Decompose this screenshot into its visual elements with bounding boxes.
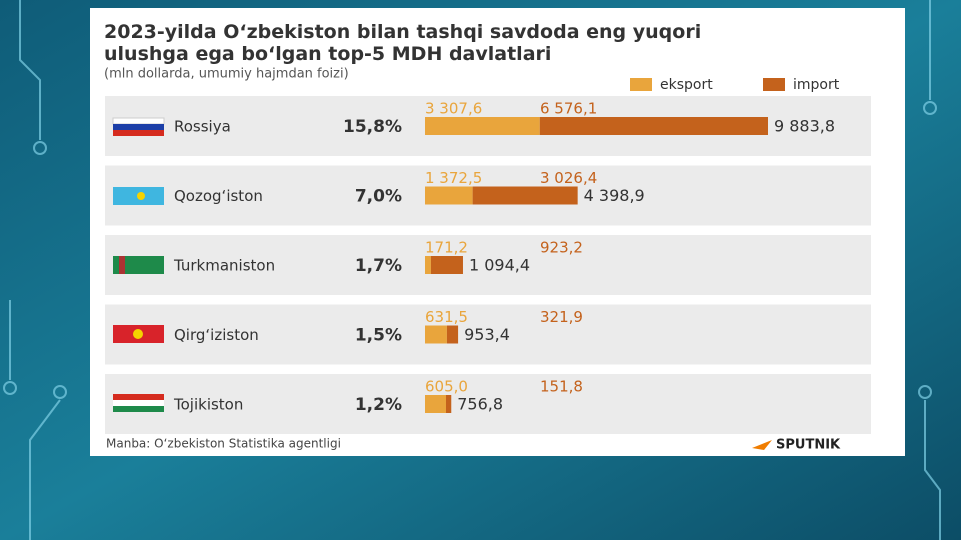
value-label: 3 026,4: [540, 169, 597, 187]
chart-subtitle: (mln dollarda, umumiy hajmdan foizi): [104, 67, 349, 82]
bar-segment: [425, 186, 473, 205]
category-label: Turkmaniston: [173, 257, 275, 275]
bar-segment: [425, 256, 431, 274]
total-label: 9 883,8: [774, 117, 835, 136]
source: Manba: O‘zbekiston Statistika agentligi: [106, 437, 341, 451]
total-label: 756,8: [457, 395, 503, 414]
category-label: Qozog‘iston: [174, 187, 263, 205]
value-label: 151,8: [540, 378, 583, 396]
category-label: Tojikiston: [173, 396, 243, 414]
chart-title: 2023-yilda O‘zbekiston bilan tashqi savd…: [104, 21, 701, 65]
value-label: 923,2: [540, 239, 583, 257]
bar-segment: [446, 325, 459, 344]
bar-segment: [430, 256, 463, 274]
bar-segment: [425, 325, 447, 344]
total-label: 4 398,9: [584, 186, 645, 205]
share-label: 15,8%: [343, 117, 402, 137]
row-panel: [105, 304, 871, 365]
share-label: 7,0%: [355, 187, 402, 207]
bar-segment: [445, 395, 452, 413]
row-panel: [105, 374, 871, 434]
bar-segment: [425, 117, 540, 135]
value-label: 3 307,6: [425, 100, 482, 118]
flags: [112, 117, 165, 412]
share-label: 1,5%: [355, 326, 402, 346]
value-label: 6 576,1: [540, 100, 597, 118]
brand: SPUTNIK: [776, 438, 841, 453]
total-label: 953,4: [464, 325, 510, 344]
category-label: Rossiya: [174, 118, 231, 136]
value-label: 321,9: [540, 308, 583, 326]
legend-label: eksport: [660, 77, 713, 93]
category-label: Qirg‘iziston: [174, 326, 259, 344]
bar-segment: [539, 117, 768, 135]
bar-segment: [472, 186, 578, 205]
legend-swatch: [630, 78, 652, 91]
brand-logo: [752, 440, 772, 450]
value-label: 631,5: [425, 308, 468, 326]
value-label: 171,2: [425, 239, 468, 257]
legend-label: import: [793, 77, 840, 93]
legend-swatch: [763, 78, 785, 91]
circuit-decor: [3, 0, 941, 540]
value-label: 605,0: [425, 378, 468, 396]
total-label: 1 094,4: [469, 256, 530, 275]
share-label: 1,2%: [355, 395, 402, 415]
share-label: 1,7%: [355, 256, 402, 276]
row-panel: [105, 235, 871, 295]
bar-segment: [425, 395, 446, 413]
value-label: 1 372,5: [425, 169, 482, 187]
